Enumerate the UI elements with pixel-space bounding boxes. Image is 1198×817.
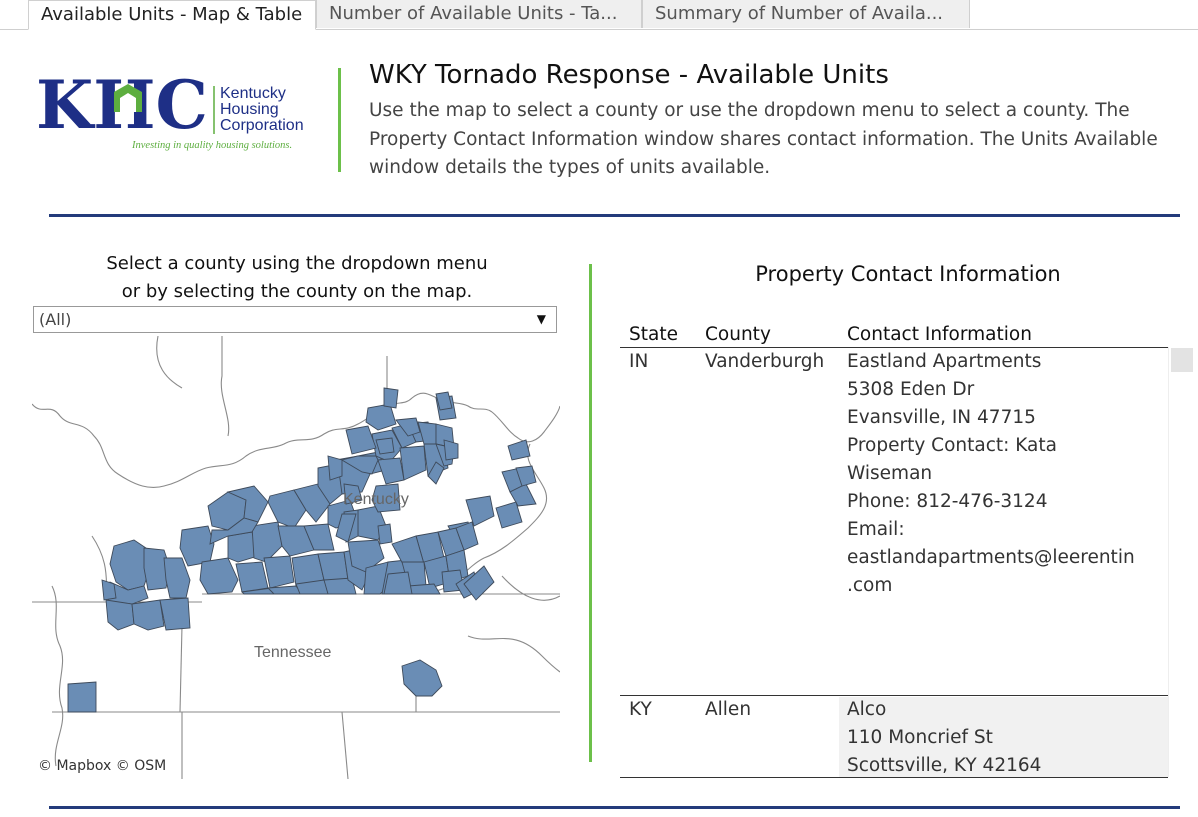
row1-contact-line: Email: <box>847 519 905 540</box>
map-label-kentucky: Kentucky <box>343 491 409 508</box>
county-dropdown[interactable]: (All) ▼ <box>33 306 557 333</box>
column-header-county[interactable]: County <box>705 324 771 345</box>
row2-contact[interactable]: Alco 110 Moncrief St Scottsville, KY 421… <box>847 696 1041 780</box>
logo-name-line3: Corporation <box>220 117 304 134</box>
row1-contact-line: eastlandapartments@leerentin <box>847 547 1135 568</box>
row2-highlight <box>839 697 1168 777</box>
row2-contact-line: Scottsville, KY 42164 <box>847 755 1042 776</box>
column-header-state[interactable]: State <box>629 324 678 345</box>
county-selector-label-line1: Select a county using the dropdown menu <box>106 253 488 274</box>
table-scrollbar-thumb[interactable] <box>1171 348 1193 372</box>
section-divider-bar <box>589 264 592 762</box>
row1-contact-line: Phone: 812-476-3124 <box>847 491 1048 512</box>
table-scrollbar[interactable] <box>1168 347 1195 777</box>
column-header-contact[interactable]: Contact Information <box>847 324 1032 345</box>
header-divider <box>49 214 1180 217</box>
tab-number-units-table[interactable]: Number of Available Units - Ta... <box>316 0 642 28</box>
header-accent-bar <box>338 68 341 172</box>
row1-contact-line: 5308 Eden Dr <box>847 379 975 400</box>
row1-contact-line: Evansville, IN 47715 <box>847 407 1036 428</box>
table-header-divider <box>620 347 1168 348</box>
page-description: Use the map to select a county or use th… <box>369 100 1158 178</box>
row2-county[interactable]: Allen <box>705 699 752 720</box>
map-label-tennessee: Tennessee <box>254 644 331 661</box>
row1-contact[interactable]: Eastland Apartments 5308 Eden Dr Evansvi… <box>847 348 1135 600</box>
row1-state[interactable]: IN <box>629 351 649 372</box>
logo-name-line1: Kentucky <box>220 85 286 102</box>
logo-name-line2: Housing <box>220 101 279 118</box>
county-dropdown-value: (All) <box>39 310 72 329</box>
table-bottom-line <box>620 777 1168 778</box>
row2-state[interactable]: KY <box>629 699 652 720</box>
county-map[interactable]: Kentucky Tennessee <box>32 336 560 779</box>
map-attribution[interactable]: © Mapbox © OSM <box>38 758 167 774</box>
footer-divider <box>49 806 1180 809</box>
county-selector-label: Select a county using the dropdown menu … <box>34 250 560 306</box>
row1-contact-line: Wiseman <box>847 463 933 484</box>
row1-county[interactable]: Vanderburgh <box>705 351 825 372</box>
county-shapes[interactable] <box>67 387 537 713</box>
row1-contact-line: .com <box>847 575 893 596</box>
contacts-title: Property Contact Information <box>755 262 1061 286</box>
table-row-divider <box>620 695 1168 696</box>
row1-contact-line: Eastland Apartments <box>847 351 1042 372</box>
chevron-down-icon[interactable]: ▼ <box>536 312 546 326</box>
khc-logo: KHC Kentucky Housing Corporation Investi… <box>36 78 304 151</box>
row1-contact-line: Property Contact: Kata <box>847 435 1057 456</box>
tab-map-table[interactable]: Available Units - Map & Table <box>28 0 316 30</box>
tab-summary-units[interactable]: Summary of Number of Availa... <box>642 0 970 28</box>
county-selector-label-line2: or by selecting the county on the map. <box>121 281 473 302</box>
tab-bar: Available Units - Map & Table Number of … <box>0 0 1198 30</box>
logo-tagline: Investing in quality housing solutions. <box>131 140 292 151</box>
row2-contact-line: Alco <box>847 699 887 720</box>
page-title: WKY Tornado Response - Available Units <box>369 60 889 90</box>
row2-contact-line: 110 Moncrief St <box>847 727 993 748</box>
